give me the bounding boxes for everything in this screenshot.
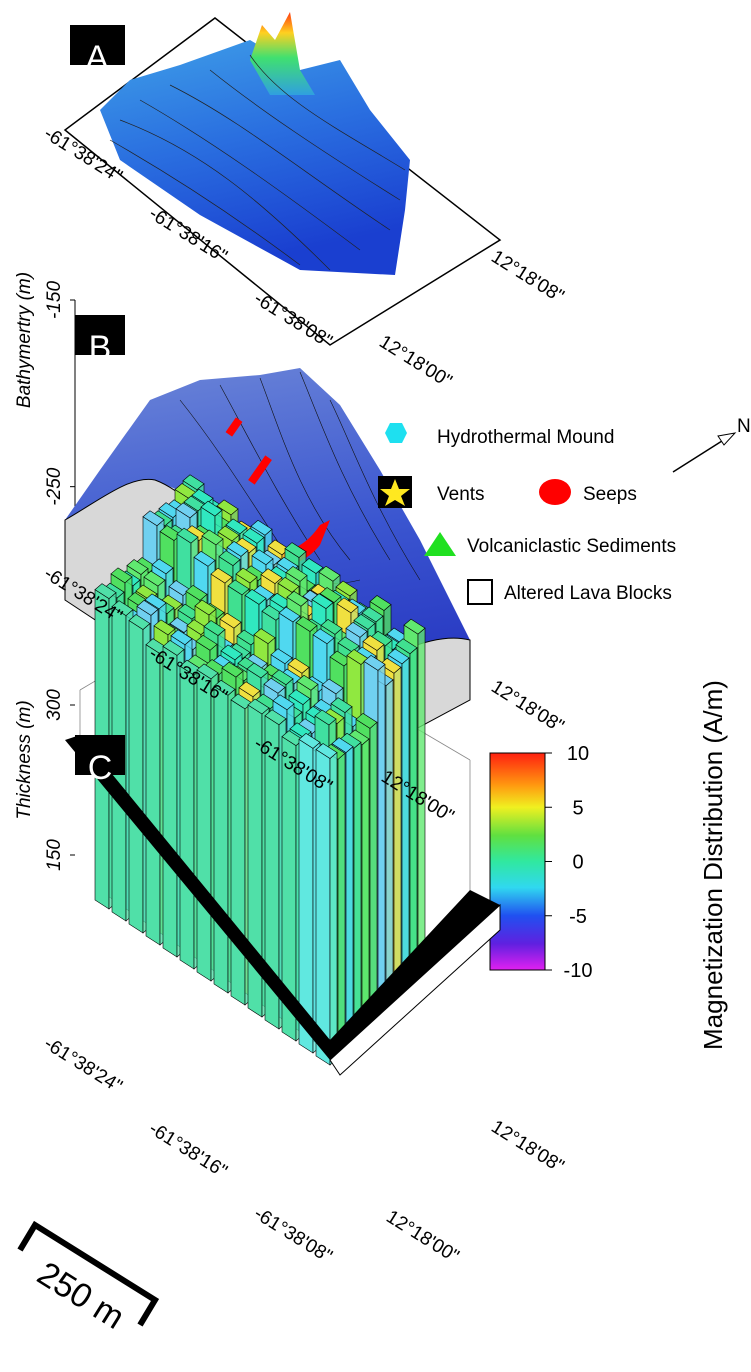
legend-label: Hydrothermal Mound bbox=[437, 427, 614, 448]
north-arrowhead bbox=[718, 433, 735, 445]
bar-side bbox=[362, 739, 369, 1037]
legend-label: Seeps bbox=[583, 484, 637, 505]
legend-triangle bbox=[424, 532, 456, 556]
legend-circle bbox=[539, 479, 571, 505]
panel-label: C bbox=[88, 749, 113, 787]
colorbar bbox=[490, 753, 545, 970]
longitude-label: -61°38'08" bbox=[250, 288, 336, 352]
latitude-label: 12°18'00" bbox=[375, 331, 455, 392]
longitude-label: -61°38'08" bbox=[250, 1203, 336, 1267]
bar-front bbox=[180, 666, 194, 969]
bar-front bbox=[163, 646, 177, 957]
surface bbox=[100, 40, 410, 275]
latitude-label: 12°18'00" bbox=[382, 1206, 462, 1267]
legend-hexagon bbox=[385, 423, 407, 443]
z-tick-label: -250 bbox=[44, 467, 65, 505]
longitude-label: -61°38'24" bbox=[40, 1033, 126, 1097]
bar-side bbox=[338, 753, 345, 1058]
colorbar-tick-label: 10 bbox=[567, 743, 589, 765]
bar-front bbox=[316, 749, 330, 1065]
bar-side bbox=[354, 742, 361, 1044]
z-tick-label: -150 bbox=[44, 281, 65, 319]
legend-label: Altered Lava Blocks bbox=[504, 583, 672, 604]
latitude-label: 12°18'08" bbox=[487, 1116, 567, 1177]
bar-front bbox=[197, 670, 211, 981]
colorbar-label: Magnetization Distribution (A/m) bbox=[698, 680, 728, 1050]
z-tick-label: 150 bbox=[44, 839, 65, 871]
panel-label: B bbox=[89, 329, 112, 367]
figure: A -61°38'24" -61°38'16" -61°38'08" 12°18'08"… bbox=[0, 0, 751, 1372]
north-label: N bbox=[737, 416, 751, 437]
bar-side bbox=[394, 667, 401, 1009]
legend-square bbox=[468, 580, 492, 604]
latitude-label: 12°18'08" bbox=[487, 676, 567, 737]
bar-front bbox=[146, 645, 160, 945]
bar-side bbox=[346, 747, 353, 1051]
bar-side bbox=[402, 658, 409, 1002]
colorbar-tick-label: 5 bbox=[572, 797, 583, 819]
bar-side bbox=[330, 752, 337, 1065]
scale-bar-label: 250 m bbox=[31, 1255, 131, 1337]
colorbar-tick-label: -5 bbox=[569, 906, 587, 928]
bar-side bbox=[410, 648, 417, 995]
latitude-label: 12°18'08" bbox=[487, 246, 567, 307]
bar-front bbox=[231, 700, 245, 1005]
longitude-label: -61°38'16" bbox=[145, 1118, 231, 1182]
z-axis-label: Thickness (m) bbox=[14, 700, 35, 819]
bar-front bbox=[129, 620, 143, 933]
z-axis-label: Bathymertry (m) bbox=[14, 272, 35, 408]
colorbar-tick-label: 0 bbox=[572, 852, 583, 874]
bar-side bbox=[370, 722, 377, 1030]
legend-label: Volcaniclastic Sediments bbox=[467, 536, 676, 557]
panel-a bbox=[65, 12, 500, 345]
bar-front bbox=[214, 686, 228, 993]
z-tick-label: 300 bbox=[44, 689, 65, 721]
bar-side bbox=[386, 680, 393, 1016]
panel-label: A bbox=[86, 39, 109, 77]
colorbar-tick-label: -10 bbox=[564, 960, 593, 982]
bar-side bbox=[378, 664, 385, 1023]
legend-label: Vents bbox=[437, 484, 485, 505]
